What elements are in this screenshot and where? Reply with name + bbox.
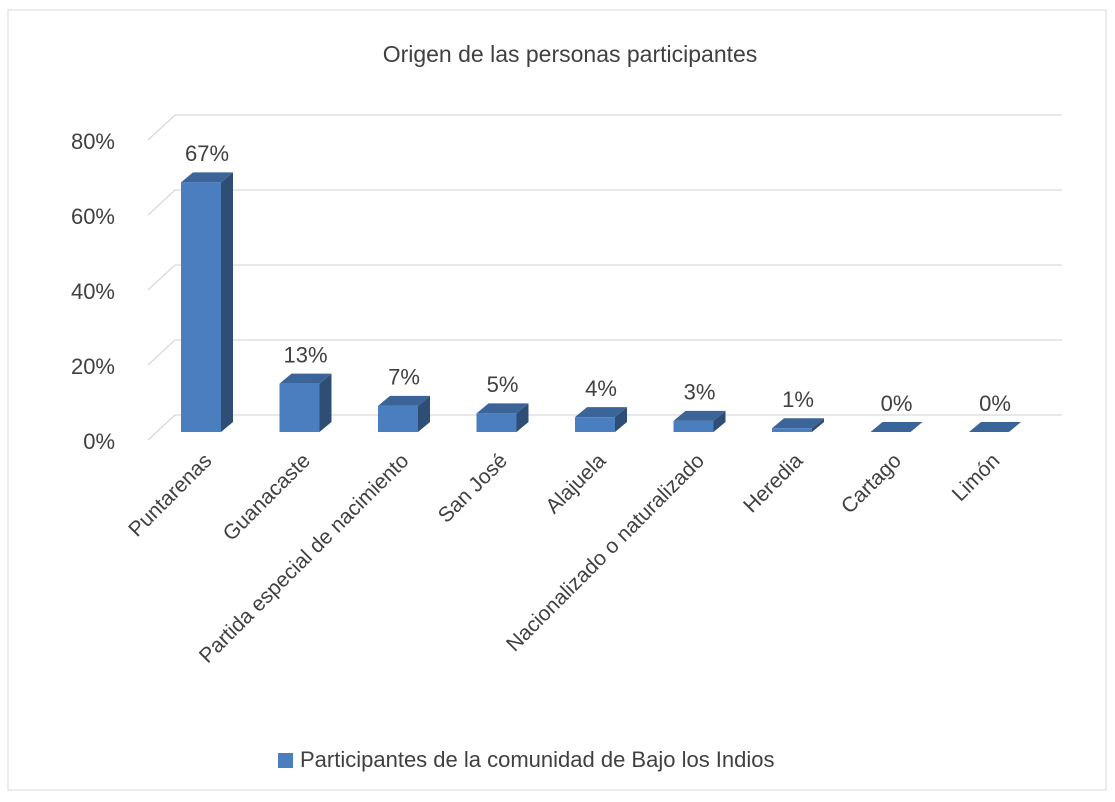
bar-face (870, 422, 923, 432)
bar-face (772, 418, 824, 429)
value-label: 0% (881, 391, 913, 416)
bar-face (181, 182, 221, 432)
value-label: 67% (185, 141, 229, 166)
bar (575, 407, 627, 432)
value-label: 0% (979, 391, 1011, 416)
bar (870, 422, 923, 432)
bar-face (772, 428, 812, 432)
bar-face (575, 417, 615, 432)
bar-face (575, 407, 627, 418)
y-tick-label: 0% (83, 429, 115, 454)
bar-face (319, 373, 332, 432)
legend-swatch (278, 753, 293, 768)
chart-border (7, 9, 1107, 791)
y-tick-label: 80% (71, 129, 115, 154)
bar-face (713, 410, 726, 432)
value-label: 4% (585, 376, 617, 401)
y-tick-label: 40% (71, 279, 115, 304)
grid-line (147, 189, 1062, 216)
bar-face (615, 407, 627, 432)
bar (279, 373, 332, 432)
legend-label: Participantes de la comunidad de Bajo lo… (300, 747, 775, 772)
bar-face (969, 422, 1021, 432)
value-label: 13% (283, 342, 327, 367)
grid-line (147, 339, 1062, 366)
bar-face (812, 418, 824, 432)
bar-face (181, 172, 233, 183)
bar (181, 172, 233, 433)
bar-face (673, 420, 714, 432)
value-label: 5% (487, 372, 519, 397)
bar-face (418, 395, 430, 432)
value-label: 7% (388, 365, 420, 390)
bar-face (279, 373, 332, 384)
grid-line (147, 264, 1062, 291)
bar (476, 403, 529, 432)
bar-face (476, 413, 517, 432)
bar (969, 422, 1021, 432)
bar (673, 410, 726, 432)
bar-face (516, 403, 529, 432)
grid-line (147, 414, 1062, 441)
bar-face (476, 403, 529, 414)
y-tick-label: 60% (71, 204, 115, 229)
bar (378, 395, 430, 432)
chart-title: Origen de las personas participantes (383, 41, 758, 67)
value-label: 3% (684, 380, 716, 405)
bar-face (673, 410, 726, 421)
bar (772, 418, 824, 432)
bar-face (279, 383, 320, 432)
y-tick-label: 20% (71, 354, 115, 379)
grid-line (147, 114, 1062, 141)
bar-face (378, 395, 430, 406)
value-label: 1% (782, 387, 814, 412)
bar-face (378, 405, 418, 432)
bar-face (221, 172, 233, 433)
